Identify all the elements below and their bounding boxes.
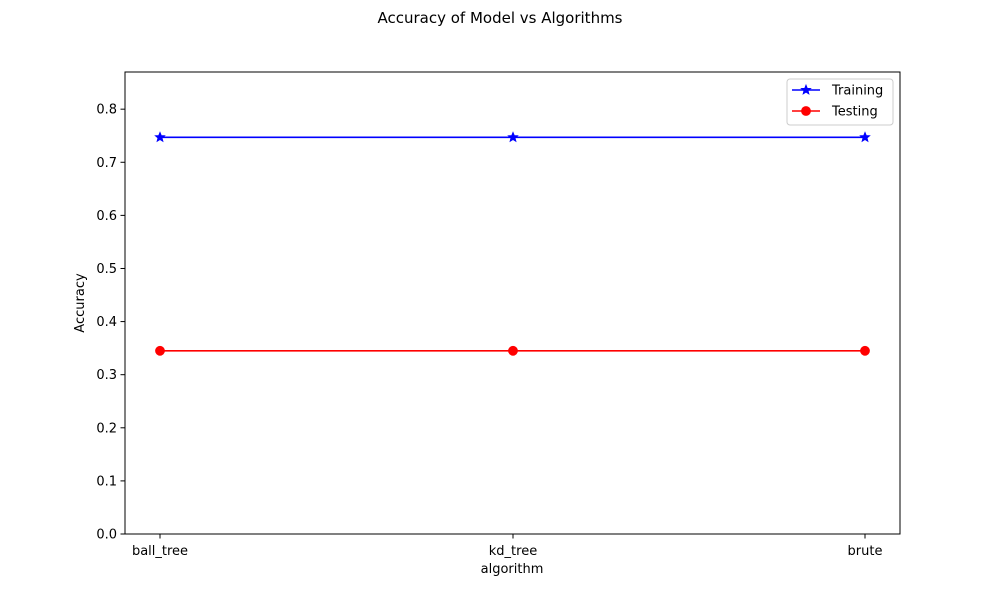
legend: Training Testing [786, 78, 894, 126]
plot-background [125, 72, 900, 534]
y-tick-label: 0.7 [96, 156, 117, 171]
legend-label-training: Training [831, 84, 883, 99]
x-tick-label: ball_tree [132, 544, 188, 559]
y-tick-label: 0.4 [96, 315, 117, 330]
plot-frame [124, 71, 901, 535]
data-point-testing [860, 345, 870, 356]
y-tick-label: 0.3 [96, 368, 117, 383]
y-tick-label: 0.8 [96, 103, 117, 118]
x-axis-ticks: ball_tree kd_tree brute [132, 534, 883, 559]
x-tick-label: brute [848, 544, 883, 559]
y-tick-label: 0.6 [96, 209, 117, 224]
y-axis-label: Accuracy [73, 273, 88, 333]
data-point-testing [508, 345, 518, 356]
y-tick-label: 0.2 [96, 421, 117, 436]
chart-title: Accuracy of Model vs Algorithms [377, 9, 622, 27]
plot-area [125, 72, 900, 534]
legend-label-testing: Testing [831, 105, 878, 120]
y-tick-label: 0.0 [96, 528, 117, 543]
legend-marker-training [800, 83, 812, 95]
x-tick-label: kd_tree [489, 544, 537, 559]
data-point-training [859, 131, 871, 143]
data-point-training [507, 131, 519, 143]
legend-marker-testing [801, 106, 811, 116]
y-tick-label: 0.5 [96, 262, 117, 277]
series-layer [154, 131, 871, 356]
y-axis-ticks: 0.0 0.1 0.2 0.3 0.4 0.5 0.6 0.7 0.8 [96, 103, 125, 543]
data-point-training [154, 131, 166, 143]
legend-items: Training Testing [792, 84, 883, 120]
y-tick-label: 0.1 [96, 474, 117, 489]
data-point-testing [155, 345, 165, 356]
x-axis-label: algorithm [481, 562, 544, 577]
